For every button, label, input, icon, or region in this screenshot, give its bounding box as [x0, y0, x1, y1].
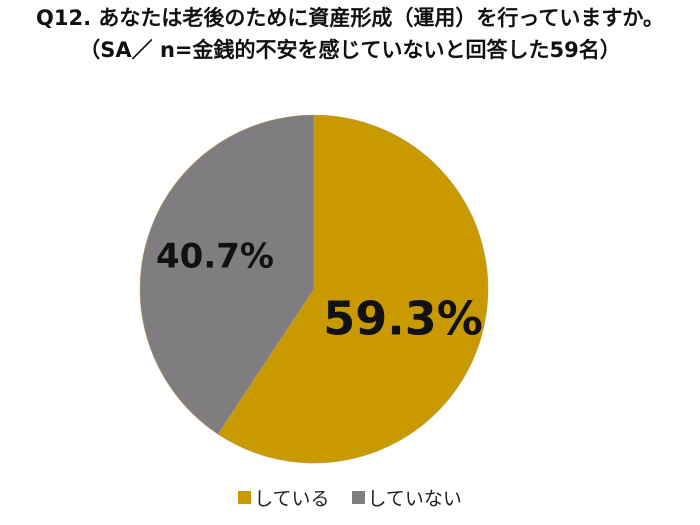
legend-label: していない	[367, 488, 462, 510]
data-label: 40.7%	[156, 237, 274, 277]
legend-swatch	[238, 491, 252, 504]
legend: している していない	[0, 484, 700, 511]
pie-slice-shiteiru	[217, 114, 489, 464]
chart-title: Q12. あなたは老後のために資産形成（運用）を行っていますか。	[36, 6, 664, 30]
legend-swatch	[351, 491, 365, 504]
legend-item-shiteiru: している	[238, 484, 330, 511]
legend-item-shiteinai: していない	[351, 484, 462, 511]
pie-slice-shiteinai	[139, 114, 315, 435]
legend-label: している	[254, 488, 330, 510]
chart-subtitle: （SA／ n=金銭的不安を感じていないと回答した59名）	[79, 38, 621, 62]
data-label: 59.3%	[323, 292, 483, 346]
